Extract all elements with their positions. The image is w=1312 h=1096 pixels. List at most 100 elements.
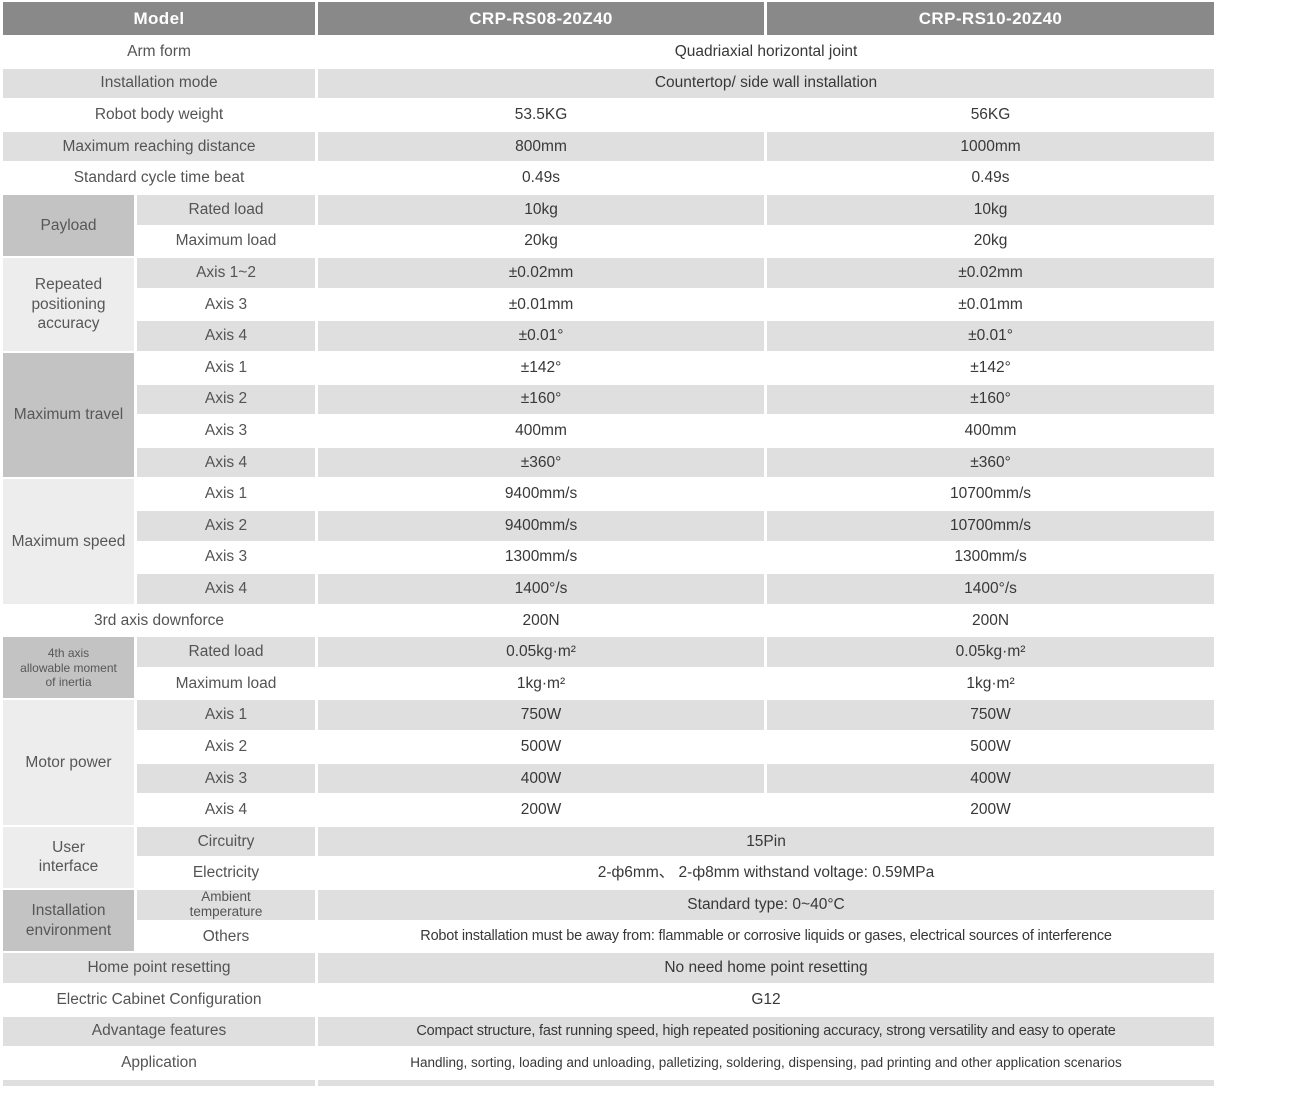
value-cell: 10kg — [767, 194, 1215, 225]
table-row: Axis 3 ±0.01mm ±0.01mm — [3, 290, 1214, 320]
value-cell: 750W — [318, 700, 765, 731]
row-label: Maximum load — [175, 232, 277, 250]
value-cell: 400mm — [964, 422, 1017, 440]
value-cell: 500W — [520, 737, 562, 755]
value-cell: 200N — [522, 611, 560, 629]
value-cell: 10kg — [318, 194, 765, 225]
value-cell: 10700mm/s — [950, 485, 1031, 503]
row-label: Axis 3 — [204, 295, 248, 313]
group-label-maximum-travel: Maximum travel — [3, 352, 134, 478]
row-label: Advantage features — [3, 1016, 316, 1047]
table-row: Axis 4 200W 200W — [3, 795, 1214, 825]
header-model-2: CRP-RS10-20Z40 — [767, 2, 1215, 35]
value-cell: 2-ф6mm、 2-ф8mm withstand voltage: 0.59MP… — [597, 864, 935, 882]
value-cell: 53.5KG — [514, 106, 568, 124]
value-cell: 10700mm/s — [767, 510, 1215, 541]
value-cell: 200W — [970, 801, 1011, 819]
value-cell: Standard type: 0~40°C — [318, 890, 1215, 920]
table-row: Robot body weight 53.5KG 56KG — [3, 100, 1214, 130]
value-cell: ±0.01° — [318, 321, 765, 351]
value-cell: 200W — [520, 801, 562, 819]
table-row: Arm form Quadriaxial horizontal joint — [3, 37, 1214, 67]
group-label-installation-environment: Installation environment — [3, 890, 134, 952]
value-cell: 0.49s — [971, 169, 1010, 187]
value-cell: 1400°/s — [318, 574, 765, 604]
group-label-motor-power: Motor power — [3, 700, 134, 825]
row-label: 3rd axis downforce — [93, 611, 225, 629]
value-cell: 20kg — [524, 232, 558, 250]
group-label-payload: Payload — [3, 194, 134, 257]
value-cell: 1300mm/s — [954, 548, 1027, 566]
table-row: Maximum speed Axis 1 9400mm/s 10700mm/s — [3, 479, 1214, 604]
row-label: Axis 3 — [204, 548, 248, 566]
value-cell: 0.49s — [522, 169, 560, 187]
row-label: Home point resetting — [3, 953, 316, 983]
table-row: Axis 3 400W 400W — [3, 763, 1215, 794]
row-label: Installation mode — [3, 68, 316, 99]
row-label: Others — [202, 927, 250, 945]
value-cell: 400mm — [515, 422, 567, 440]
value-cell: 1kg·m² — [516, 674, 566, 692]
row-label: Axis 4 — [137, 321, 316, 351]
header-model-1: CRP-RS08-20Z40 — [318, 2, 765, 35]
row-label: Axis 3 — [204, 422, 248, 440]
clipped-bottom-row — [3, 1079, 1215, 1086]
row-label: Axis 4 — [204, 801, 248, 819]
value-cell: ±360° — [318, 447, 765, 478]
row-label: Ambient temperature — [137, 890, 316, 920]
row-label: Standard cycle time beat — [73, 169, 245, 187]
table-row: Installation environment Ambient tempera… — [3, 890, 1215, 952]
table-row: Axis 3 1300mm/s 1300mm/s — [3, 543, 1214, 573]
row-label: Axis 4 — [137, 447, 316, 478]
value-cell: Compact structure, fast running speed, h… — [318, 1016, 1215, 1047]
value-cell: ±160° — [767, 384, 1215, 415]
table-row: Axis 4 ±0.01° ±0.01° — [3, 321, 1215, 351]
row-label: Axis 3 — [137, 763, 316, 794]
table-row: Electric Cabinet Configuration G12 — [3, 985, 1214, 1015]
partial-row-cell — [3, 1079, 316, 1086]
row-label: Maximum load — [175, 674, 277, 692]
row-label: Rated load — [137, 194, 316, 225]
value-cell: 400W — [318, 763, 765, 794]
table-row: Repeated positioning accuracy Axis 1~2 ±… — [3, 258, 1215, 351]
value-cell: Handling, sorting, loading and unloading… — [410, 1055, 1122, 1071]
table-row: Maximum load 1kg·m² 1kg·m² — [3, 669, 1214, 699]
value-cell: 800mm — [318, 131, 765, 162]
value-cell: 200N — [971, 611, 1010, 629]
value-cell: ±0.01° — [767, 321, 1215, 351]
row-label: Application — [121, 1053, 197, 1071]
value-cell: ±160° — [318, 384, 765, 415]
table-row: Maximum travel Axis 1 ±142° ±142° — [3, 352, 1214, 478]
group-label-4th-axis-inertia: 4th axis allowable moment of inertia — [3, 637, 134, 699]
table-row: Axis 3 400mm 400mm — [3, 416, 1214, 446]
value-cell: Quadriaxial horizontal joint — [674, 42, 858, 60]
row-label: Axis 1 — [204, 358, 248, 376]
robot-spec-table: Model CRP-RS08-20Z40 CRP-RS10-20Z40 Arm … — [3, 2, 1215, 1086]
value-cell: 500W — [970, 737, 1011, 755]
value-cell: 400W — [767, 763, 1215, 794]
row-label: Axis 1~2 — [137, 258, 316, 288]
table-row: Axis 2 500W 500W — [3, 732, 1214, 762]
row-label: Arm form — [127, 42, 191, 60]
table-row: Maximum reaching distance 800mm 1000mm — [3, 131, 1215, 162]
value-cell: 20kg — [973, 232, 1008, 250]
value-cell: ±360° — [767, 447, 1215, 478]
value-cell: 1kg·m² — [966, 674, 1015, 692]
table-row: Others Robot installation must be away f… — [3, 922, 1214, 952]
header-model-label: Model — [3, 2, 316, 35]
row-label: Axis 1 — [204, 485, 248, 503]
table-row: Axis 4 ±360° ±360° — [3, 447, 1215, 478]
table-row: Payload Rated load 10kg 10kg — [3, 194, 1215, 257]
table-row: Axis 2 ±160° ±160° — [3, 384, 1215, 415]
value-cell: 9400mm/s — [318, 510, 765, 541]
header-row: Model CRP-RS08-20Z40 CRP-RS10-20Z40 — [3, 2, 1215, 35]
table-row: Maximum load 20kg 20kg — [3, 227, 1214, 257]
value-cell: 0.05kg·m² — [318, 637, 765, 667]
table-row: Home point resetting No need home point … — [3, 953, 1215, 983]
value-cell: 1300mm/s — [504, 548, 578, 566]
table-row: 3rd axis downforce 200N 200N — [3, 606, 1214, 636]
value-cell: ±0.01mm — [508, 295, 574, 313]
table-row: Electricity 2-ф6mm、 2-ф8mm withstand vol… — [3, 858, 1214, 888]
row-label: Electric Cabinet Configuration — [56, 990, 262, 1008]
